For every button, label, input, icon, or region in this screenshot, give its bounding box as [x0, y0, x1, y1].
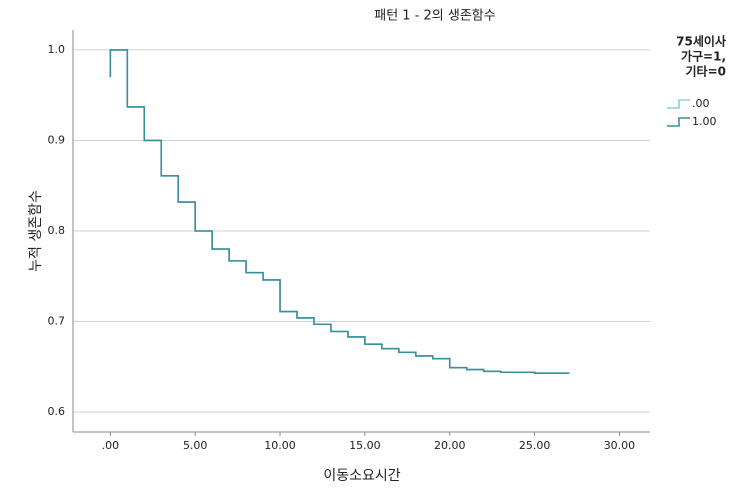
y-tick-label: 1.0 [48, 43, 66, 56]
x-tick-label: 25.00 [519, 439, 551, 452]
y-tick-label: 0.8 [48, 224, 66, 237]
chart-title: 패턴 1 - 2의 생존함수 [374, 9, 496, 24]
legend-title: 75세이사 [676, 34, 726, 49]
survival-line [109, 49, 570, 375]
x-tick-label: 10.00 [264, 439, 296, 452]
y-axis-label: 누적 생존함수 [28, 190, 44, 272]
x-axis-label: 이동소요시간 [323, 468, 400, 484]
legend-label: .00 [692, 97, 710, 110]
y-tick-label: 0.6 [48, 405, 66, 418]
x-tick-label: .00 [102, 439, 120, 452]
legend-title: 가구=1, [681, 49, 726, 64]
legend-label: 1.00 [692, 115, 717, 128]
legend-title: 기타=0 [686, 64, 727, 79]
x-tick-label: 20.00 [434, 439, 466, 452]
x-tick-label: 5.00 [183, 439, 208, 452]
x-tick-label: 15.00 [349, 439, 381, 452]
legend-swatch [667, 117, 690, 127]
y-tick-label: 0.7 [48, 315, 66, 328]
survival-line [109, 49, 570, 375]
legend-swatch [667, 99, 690, 109]
y-tick-label: 0.9 [48, 133, 66, 146]
x-tick-label: 30.00 [604, 439, 636, 452]
